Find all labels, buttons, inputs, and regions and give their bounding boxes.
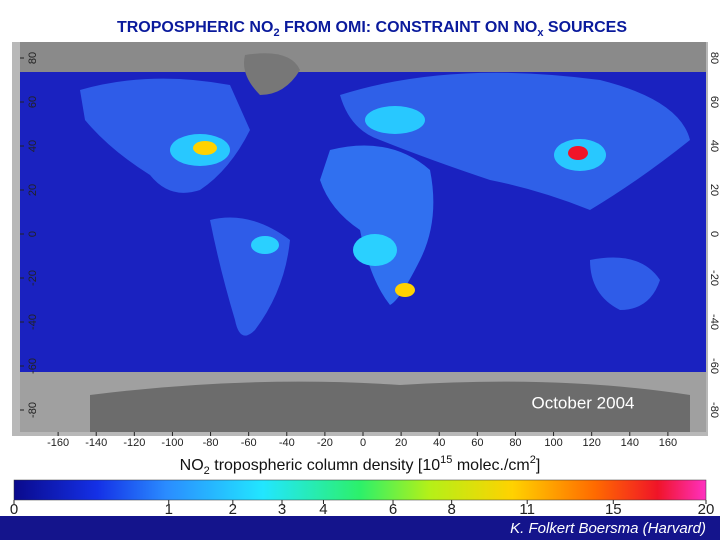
title-sub: x xyxy=(537,27,544,39)
credit: K. Folkert Boersma (Harvard) xyxy=(510,520,706,537)
eurasia xyxy=(340,72,690,211)
lon-tick-label: 120 xyxy=(582,437,600,449)
title-part: TROPOSPHERIC NO xyxy=(117,19,273,36)
hotspot-s-africa xyxy=(395,283,415,297)
lon-tick-label: -120 xyxy=(123,437,145,449)
colorbar-label-sup: 15 xyxy=(440,454,452,466)
lat-tick-label-right: -20 xyxy=(708,270,720,286)
hotspot-us-core xyxy=(193,141,217,155)
footer-bar xyxy=(0,516,720,540)
title: TROPOSPHERIC NO2 FROM OMI: CONSTRAINT ON… xyxy=(117,19,627,39)
colorbar-label-sup: 2 xyxy=(530,454,536,466)
lon-tick-label: -140 xyxy=(85,437,107,449)
lon-tick-label: 60 xyxy=(471,437,483,449)
colorbar-tick-label: 3 xyxy=(278,501,286,518)
africa xyxy=(320,145,434,305)
lat-tick-label: 0 xyxy=(27,231,39,237)
lat-tick-label: -20 xyxy=(27,270,39,286)
colorbar-tick-label: 4 xyxy=(319,501,327,518)
title-part: SOURCES xyxy=(543,19,627,36)
colorbar-label-part: NO xyxy=(180,457,204,474)
colorbar xyxy=(13,479,707,501)
lon-tick-label: -80 xyxy=(203,437,219,449)
lon-tick-label: 100 xyxy=(544,437,562,449)
lat-tick-label-right: 80 xyxy=(708,52,720,64)
colorbar-tick-label: 15 xyxy=(605,501,622,518)
greenland xyxy=(244,53,300,95)
colorbar-label-part: ] xyxy=(536,457,540,474)
title-part: FROM OMI: CONSTRAINT ON NO xyxy=(280,19,538,36)
lat-tick-label-right: -80 xyxy=(708,402,720,418)
colorbar-tick-label: 0 xyxy=(10,501,18,518)
lat-tick-label: -60 xyxy=(27,358,39,374)
map xyxy=(20,42,706,432)
hotspot-china-core xyxy=(568,146,588,160)
hotspot-brazil xyxy=(251,236,279,254)
colorbar-tick-label: 11 xyxy=(519,501,535,518)
lon-tick-label: 40 xyxy=(433,437,445,449)
lon-tick-label: -20 xyxy=(317,437,333,449)
colorbar-tick-label: 20 xyxy=(698,501,715,518)
lon-tick-label: 140 xyxy=(621,437,639,449)
lat-tick-label-right: 60 xyxy=(708,96,720,108)
colorbar-label-sub: 2 xyxy=(204,465,210,477)
lon-tick-label: -160 xyxy=(47,437,69,449)
lon-tick-label: 20 xyxy=(395,437,407,449)
lat-tick-label-right: -40 xyxy=(708,314,720,330)
arctic xyxy=(20,42,706,72)
lon-tick-label: -100 xyxy=(161,437,183,449)
annotation: October 2004 xyxy=(531,393,634,412)
lat-tick-label: -80 xyxy=(27,402,39,418)
lon-tick-label: -40 xyxy=(279,437,295,449)
title-sub: 2 xyxy=(273,27,279,39)
lon-tick-label: 0 xyxy=(360,437,366,449)
colorbar-tick-label: 8 xyxy=(447,501,455,518)
lat-tick-label: 40 xyxy=(27,140,39,152)
lon-tick-label: 160 xyxy=(659,437,677,449)
colorbar-label: NO2 tropospheric column density [1015 mo… xyxy=(180,454,541,477)
lat-tick-label: -40 xyxy=(27,314,39,330)
lat-tick-label-right: -60 xyxy=(708,358,720,374)
colorbar-tick-label: 2 xyxy=(229,501,237,518)
hotspot-europe xyxy=(365,106,425,134)
australia xyxy=(590,257,660,310)
lat-tick-label: 20 xyxy=(27,184,39,196)
colorbar-tick-label: 6 xyxy=(389,501,397,518)
lat-tick-label: 80 xyxy=(27,52,39,64)
lat-tick-label-right: 40 xyxy=(708,140,720,152)
colorbar-label-part: molec./cm xyxy=(452,457,529,474)
colorbar-label-part: tropospheric column density [10 xyxy=(210,457,440,474)
lat-tick-label-right: 20 xyxy=(708,184,720,196)
lon-tick-label: 80 xyxy=(509,437,521,449)
lat-tick-label-right: 0 xyxy=(708,231,720,237)
antarctica xyxy=(90,381,690,432)
colorbar-tick-label: 1 xyxy=(165,501,173,518)
hotspot-africa xyxy=(353,234,397,266)
lat-tick-label: 60 xyxy=(27,96,39,108)
lon-tick-label: -60 xyxy=(241,437,257,449)
